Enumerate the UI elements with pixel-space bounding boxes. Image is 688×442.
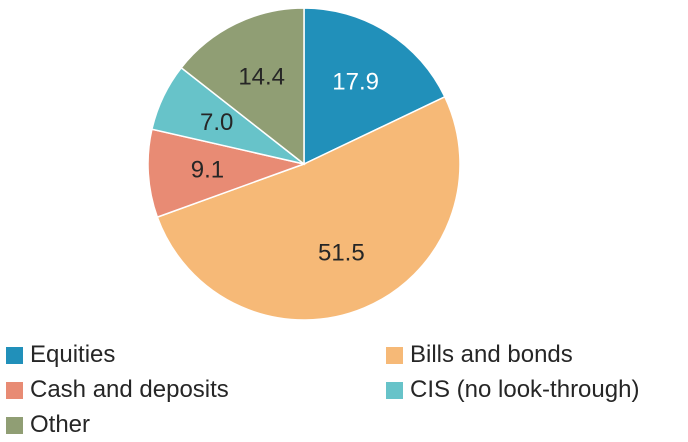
pie-data-labels: 17.9 51.5 9.1 7.014.4: [191, 64, 379, 267]
data-label-cash-and-deposits: 9.1: [191, 156, 224, 183]
data-label-bills-and-bonds: 51.5: [318, 240, 365, 267]
pie-slice-bills-and-bonds: [156, 95, 461, 321]
legend-swatch-equities: [6, 346, 23, 364]
legend: Equities Bills and bonds Cash and deposits…: [6, 338, 686, 442]
legend-item-cash-and-deposits: Cash and deposits: [6, 373, 229, 407]
data-label-equities: 17.9: [332, 69, 379, 96]
legend-item-other: Other: [6, 408, 90, 442]
legend-label-bills-and-bonds: Bills and bonds: [410, 341, 573, 368]
legend-label-cis-no-look-through: CIS (no look-through): [410, 376, 640, 403]
legend-swatch-bills-and-bonds: [386, 346, 403, 364]
data-label-other: 14.4: [238, 64, 285, 91]
pie-slice-equities: [303, 7, 446, 166]
pie-slice-other: [180, 7, 305, 166]
legend-item-equities: Equities: [6, 338, 115, 372]
data-label-cis-no-look-through: 7.0: [200, 109, 233, 136]
legend-label-other: Other: [30, 411, 91, 438]
legend-label-cash-and-deposits: Cash and deposits: [30, 376, 229, 403]
legend-swatch-other: [6, 416, 23, 434]
pie-slices: [147, 7, 461, 321]
legend-item-cis-no-look-through: CIS (no look-through): [386, 373, 639, 407]
legend-swatch-cash-and-deposits: [6, 381, 23, 399]
pie-slice-cash-and-deposits: [147, 128, 307, 219]
legend-swatch-cis-no-look-through: [386, 381, 403, 399]
legend-label-equities: Equities: [30, 341, 116, 368]
legend-item-bills-and-bonds: Bills and bonds: [386, 338, 573, 372]
